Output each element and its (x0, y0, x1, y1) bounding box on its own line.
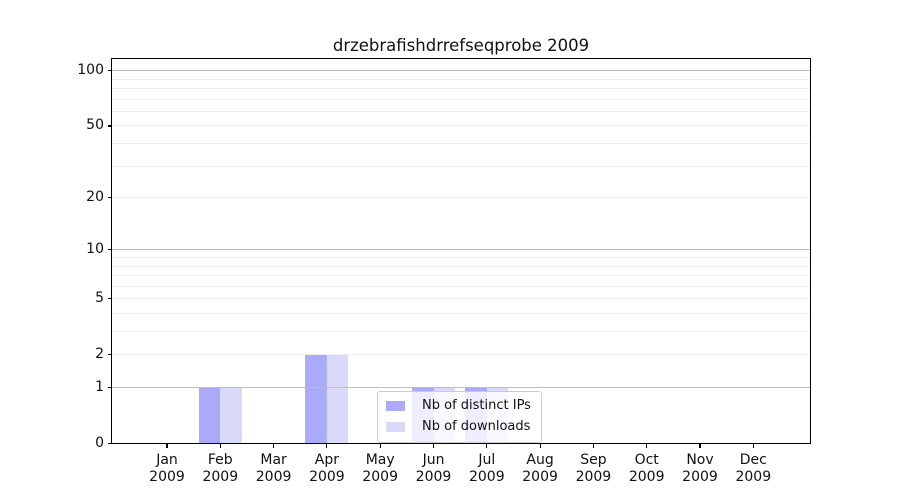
x-tick-label: Jun 2009 (415, 452, 452, 485)
gridline-minor (112, 110, 810, 112)
legend-label-distinct-ips: Nb of distinct IPs (422, 398, 531, 413)
gridline-minor (112, 256, 810, 258)
legend-swatch-downloads-icon (386, 422, 405, 432)
gridline-minor (112, 285, 810, 287)
gridline-minor (112, 331, 810, 332)
y-tick-mark (108, 125, 112, 127)
x-tick-label: Dec 2009 (735, 452, 772, 485)
x-tick-mark (486, 444, 488, 448)
x-tick-mark (539, 444, 541, 448)
x-tick-label: Jul 2009 (468, 452, 505, 485)
x-tick-mark (219, 444, 221, 448)
y-tick-mark (108, 443, 112, 445)
x-tick-mark (646, 444, 648, 448)
legend-item-distinct-ips: Nb of distinct IPs (386, 398, 531, 414)
legend-swatch-distinct-ips-icon (386, 401, 405, 411)
x-tick-label: Feb 2009 (202, 452, 239, 485)
gridline-minor (112, 78, 810, 80)
gridline-minor (112, 143, 810, 144)
y-tick-label: 2 (95, 345, 104, 362)
bar-distinct-ips (305, 354, 327, 443)
y-tick-label: 1 (95, 378, 104, 395)
chart-title: drzebrafishdrrefseqprobe 2009 (332, 36, 590, 55)
chart-legend: Nb of distinct IPs Nb of downloads (377, 391, 542, 443)
x-tick-label: Aug 2009 (522, 452, 558, 485)
y-tick-mark (108, 298, 112, 300)
x-tick-mark (592, 444, 594, 448)
y-tick-mark (108, 387, 112, 389)
y-tick-label: 100 (77, 61, 104, 78)
gridline-major (112, 70, 810, 72)
gridline-minor (112, 354, 810, 356)
gridline-minor (112, 88, 810, 89)
bar-distinct-ips (198, 387, 221, 443)
y-tick-label: 20 (86, 188, 104, 205)
plot-area: Nb of distinct IPs Nb of downloads (111, 58, 811, 444)
gridline-minor (112, 165, 810, 167)
x-tick-mark (752, 444, 754, 448)
y-tick-mark (108, 197, 112, 199)
legend-label-downloads: Nb of downloads (422, 419, 531, 434)
gridline-minor (112, 197, 810, 199)
bar-downloads (220, 387, 242, 443)
x-tick-mark (326, 444, 328, 448)
gridline-major (112, 249, 810, 251)
y-tick-mark (108, 354, 112, 356)
gridline-minor (112, 275, 810, 277)
gridline-minor (112, 298, 810, 300)
x-tick-mark (699, 444, 701, 448)
x-tick-mark (432, 444, 435, 448)
gridline-minor (112, 265, 810, 267)
gridline-major (112, 387, 810, 388)
gridline-minor (112, 312, 810, 314)
x-tick-mark (273, 444, 275, 448)
y-tick-mark (108, 249, 112, 251)
legend-item-downloads: Nb of downloads (386, 419, 531, 435)
x-tick-label: Apr 2009 (309, 452, 345, 485)
x-tick-mark (166, 444, 168, 448)
x-tick-label: Sep 2009 (575, 452, 612, 485)
x-tick-mark (379, 444, 381, 448)
gridline-minor (112, 98, 810, 100)
y-tick-label: 50 (86, 116, 104, 133)
x-tick-label: Oct 2009 (628, 452, 665, 485)
x-tick-label: Nov 2009 (682, 452, 718, 485)
gridline-minor (112, 125, 810, 127)
x-tick-label: May 2009 (362, 452, 398, 485)
x-tick-label: Jan 2009 (149, 452, 185, 485)
y-tick-label: 10 (86, 240, 104, 257)
grid-layer (112, 59, 810, 443)
x-tick-label: Mar 2009 (255, 452, 292, 485)
y-tick-mark (108, 70, 112, 72)
y-tick-label: 0 (95, 434, 104, 451)
bar-downloads (326, 354, 349, 443)
y-tick-label: 5 (95, 289, 104, 306)
